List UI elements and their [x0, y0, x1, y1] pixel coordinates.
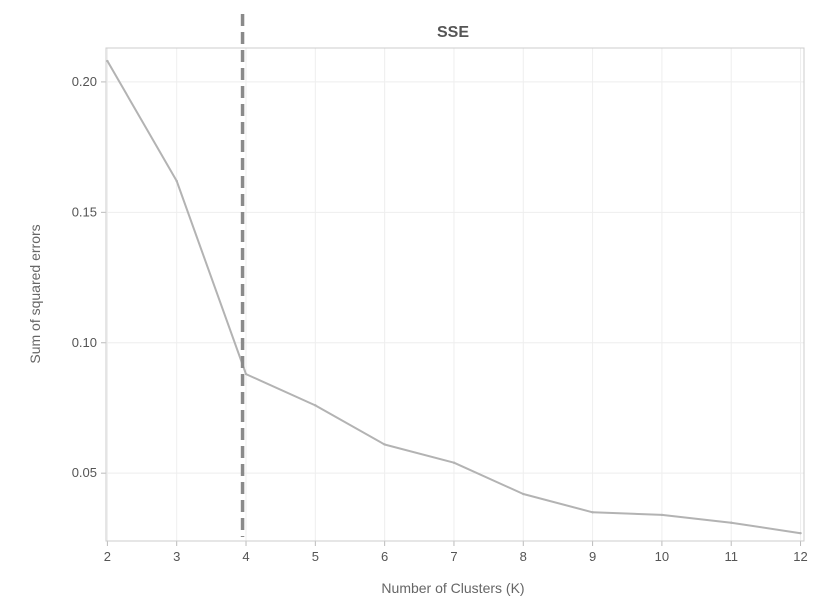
x-tick-label: 12 — [793, 549, 807, 564]
data-point — [661, 514, 663, 516]
y-tick-label: 0.15 — [72, 204, 97, 219]
data-point — [730, 522, 732, 524]
data-point — [799, 532, 801, 534]
data-point — [591, 511, 593, 513]
x-tick-label: 5 — [312, 549, 319, 564]
data-point — [383, 443, 385, 445]
x-tick-label: 6 — [381, 549, 388, 564]
data-point — [522, 493, 524, 495]
x-tick-label: 8 — [520, 549, 527, 564]
x-tick-label: 11 — [724, 549, 738, 564]
data-point — [106, 60, 108, 62]
y-tick-label: 0.05 — [72, 465, 97, 480]
x-tick-label: 7 — [450, 549, 457, 564]
axes: 2 3 4 5 6 7 8 9 10 11 12 0.05 0.10 0.15 0.20 — [72, 48, 808, 564]
y-tick-label: 0.20 — [72, 74, 97, 89]
chart-title: SSE — [437, 24, 469, 41]
grid — [106, 48, 804, 541]
x-axis-label: Number of Clusters (K) — [381, 580, 524, 596]
y-tick-label: 0.10 — [72, 335, 97, 350]
y-axis-label: Sum of squared errors — [27, 224, 43, 363]
data-point — [245, 373, 247, 375]
x-tick-label: 4 — [242, 549, 249, 564]
data-point — [314, 404, 316, 406]
x-tick-label: 10 — [655, 549, 669, 564]
x-tick-label: 2 — [104, 549, 111, 564]
data-point — [453, 462, 455, 464]
x-tick-label: 9 — [589, 549, 596, 564]
plot-border — [106, 48, 804, 541]
data-point — [176, 180, 178, 182]
x-tick-label: 3 — [173, 549, 180, 564]
